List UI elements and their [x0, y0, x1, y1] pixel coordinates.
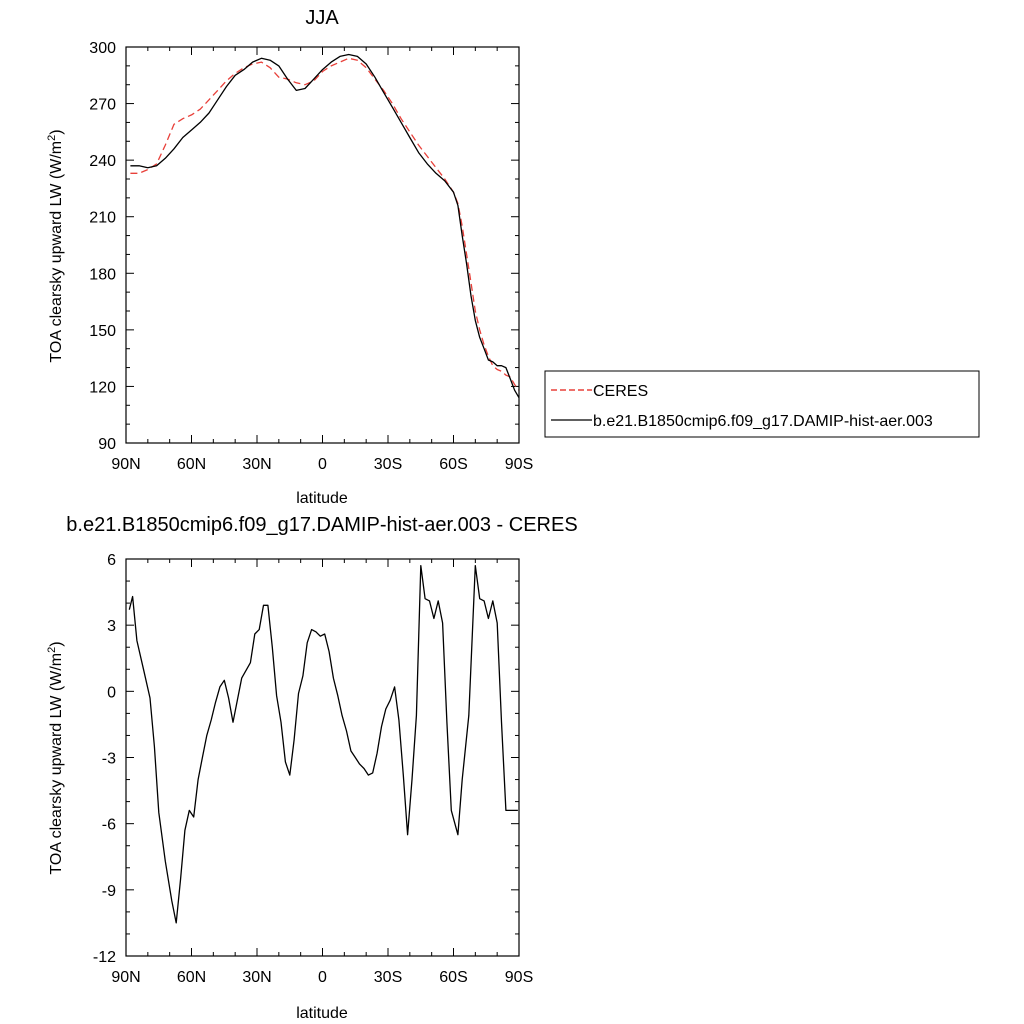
top-plot-frame — [125, 46, 520, 444]
top-panel: JJA TOA clearsky upward LW (W/m2) 90N 60N… — [46, 7, 980, 507]
top-series-line-1 — [130, 53, 520, 399]
bottom-panel: b.e21.B1850cmip6.f09_g17.DAMIP-hist-aer.… — [46, 514, 578, 1022]
svg-text:TOA clearsky upward LW (W/m2): TOA clearsky upward LW (W/m2) — [46, 129, 65, 362]
svg-text:TOA clearsky upward LW (W/m2): TOA clearsky upward LW (W/m2) — [46, 641, 65, 874]
bottom-y-tick-label: -9 — [102, 883, 116, 900]
bottom-title: b.e21.B1850cmip6.f09_g17.DAMIP-hist-aer.… — [66, 514, 577, 536]
top-series — [130, 53, 520, 399]
bottom-y-tick-label: 3 — [107, 618, 116, 635]
bottom-xlabel: latitude — [296, 1005, 348, 1022]
top-title: JJA — [305, 7, 339, 29]
top-x-tick-label: 60N — [177, 456, 206, 473]
bottom-y-tick-label: -6 — [102, 817, 116, 834]
top-x-tick-label: 60S — [439, 456, 467, 473]
top-y-tick-label: 300 — [89, 40, 116, 57]
top-y-tick-label: 210 — [89, 210, 116, 227]
legend-label-model: b.e21.B1850cmip6.f09_g17.DAMIP-hist-aer.… — [593, 413, 933, 430]
bottom-y-tick-label: 6 — [107, 552, 116, 569]
top-ylabel: TOA clearsky upward LW (W/m2) — [46, 129, 65, 362]
top-series-line-0 — [130, 57, 520, 391]
bottom-plot-frame — [125, 558, 520, 957]
bottom-x-tick-label: 30S — [374, 969, 402, 986]
bottom-ylabel-tail: ) — [48, 641, 65, 646]
top-y-tick-label: 150 — [89, 323, 116, 340]
bottom-x-tick-label: 0 — [318, 969, 327, 986]
bottom-series — [128, 564, 518, 924]
top-y-tick-label: 120 — [89, 379, 116, 396]
legend: CERES b.e21.B1850cmip6.f09_g17.DAMIP-his… — [544, 370, 980, 438]
top-x-tick-label: 30N — [242, 456, 271, 473]
top-y-tick-label: 180 — [89, 266, 116, 283]
bottom-x-tick-label: 90S — [505, 969, 533, 986]
top-xlabel: latitude — [296, 490, 348, 507]
bottom-ticks: 90N 60N 30N 0 30S 60S 90S -12 -9 -6 -3 0 3 6 — [93, 552, 533, 986]
bottom-ylabel-main: TOA clearsky upward LW (W/m — [48, 653, 65, 875]
top-x-tick-label: 90N — [111, 456, 140, 473]
bottom-x-tick-label: 60S — [439, 969, 467, 986]
top-ylabel-tail: ) — [48, 129, 65, 134]
legend-box — [544, 370, 980, 438]
top-y-tick-label: 240 — [89, 153, 116, 170]
bottom-ylabel: TOA clearsky upward LW (W/m2) — [46, 641, 65, 874]
bottom-series-line-0 — [128, 564, 518, 924]
bottom-x-tick-label: 90N — [111, 969, 140, 986]
top-ylabel-main: TOA clearsky upward LW (W/m — [48, 141, 65, 363]
bottom-y-tick-label: -12 — [93, 949, 116, 966]
top-x-tick-label: 0 — [318, 456, 327, 473]
top-ylabel-sup: 2 — [46, 135, 58, 141]
bottom-y-tick-label: -3 — [102, 751, 116, 768]
bottom-x-tick-label: 30N — [242, 969, 271, 986]
top-x-tick-label: 90S — [505, 456, 533, 473]
bottom-x-tick-label: 60N — [177, 969, 206, 986]
legend-label-ceres: CERES — [593, 383, 648, 400]
top-y-tick-label: 90 — [98, 436, 116, 453]
bottom-y-tick-label: 0 — [107, 684, 116, 701]
bottom-ylabel-sup: 2 — [46, 647, 58, 653]
top-x-tick-label: 30S — [374, 456, 402, 473]
top-y-tick-label: 270 — [89, 97, 116, 114]
